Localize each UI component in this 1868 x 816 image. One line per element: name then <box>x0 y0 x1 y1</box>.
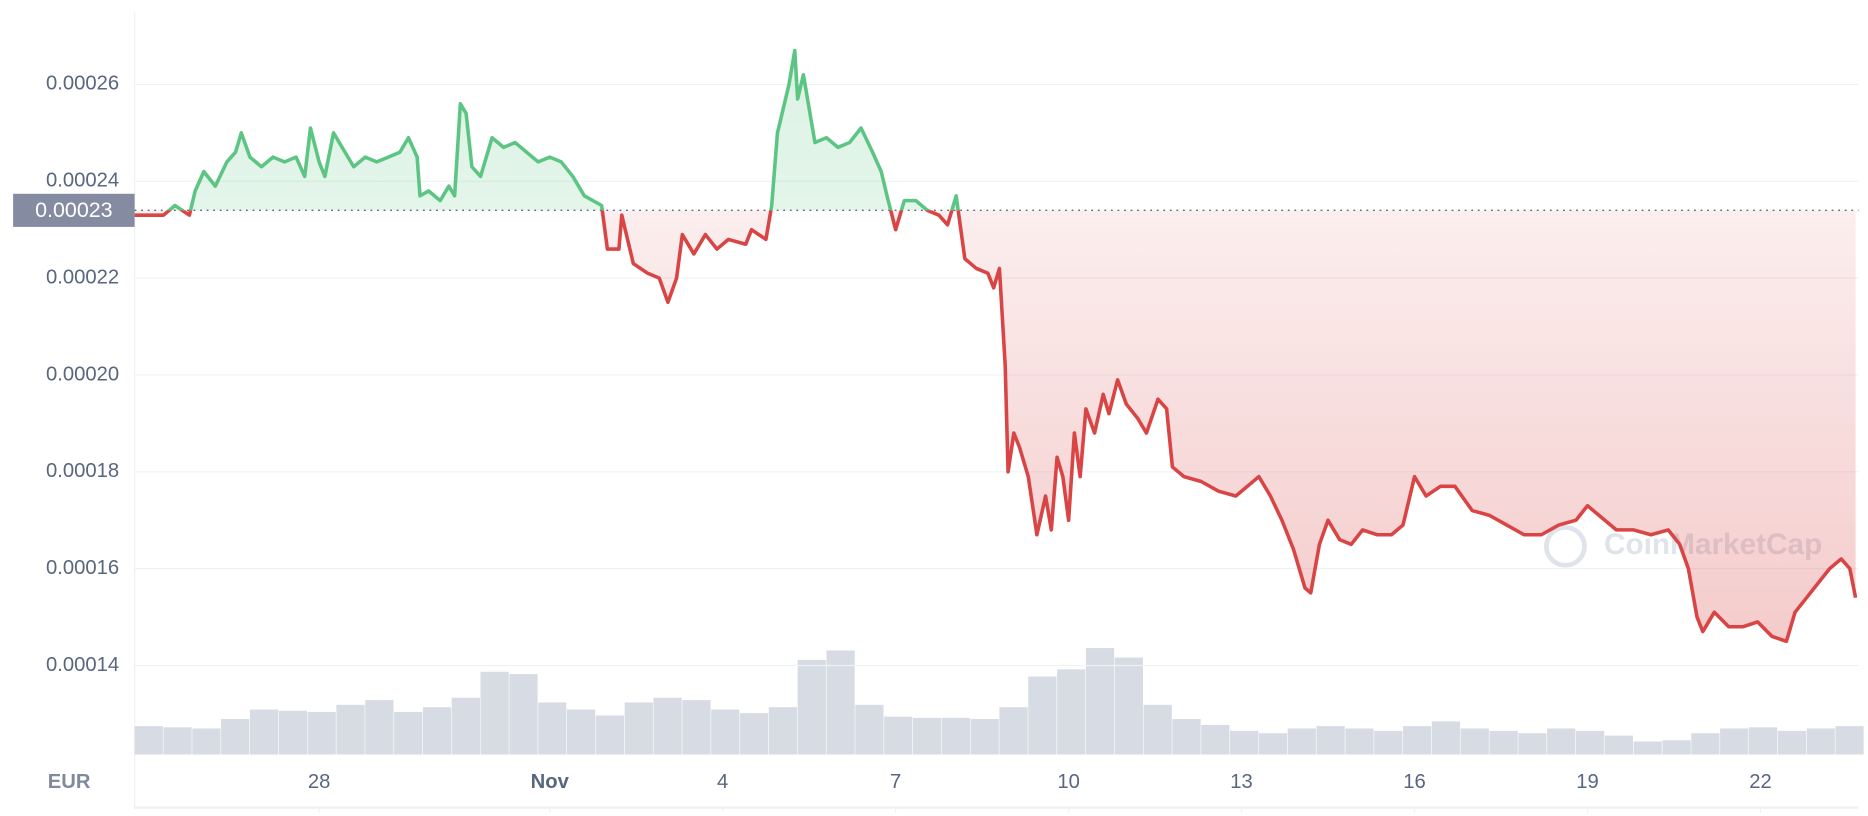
volume-bar <box>970 719 999 755</box>
volume-bar <box>1547 728 1576 755</box>
price-line-down <box>134 210 1858 644</box>
x-tick-label: 16 <box>1403 771 1426 793</box>
volume-bar <box>1460 728 1489 755</box>
volume-bar <box>1604 735 1634 755</box>
volume-bar <box>711 709 740 755</box>
volume-bar <box>538 702 567 755</box>
volume-bar <box>1518 733 1547 755</box>
volume-bar <box>192 728 221 755</box>
x-tick-label: 22 <box>1749 771 1772 793</box>
volume-bar <box>884 716 913 755</box>
price-area-up <box>169 50 959 211</box>
volume-bar <box>1633 741 1662 755</box>
volume-bar <box>1258 733 1288 755</box>
x-tick-label: 7 <box>890 771 901 793</box>
volume-bar <box>336 704 365 755</box>
x-tick-label: 4 <box>717 771 728 793</box>
volume-bar <box>624 702 653 755</box>
volume-bar <box>1720 728 1749 755</box>
y-tick-label: 0.00022 <box>46 266 119 288</box>
x-tick-label: Nov <box>531 771 570 793</box>
volume-bar <box>1057 669 1086 755</box>
volume-bar <box>1028 676 1057 755</box>
volume-bar <box>1777 730 1806 755</box>
volume-bar <box>1114 657 1143 755</box>
volume-bar <box>1403 726 1432 755</box>
x-tick-label: 19 <box>1576 771 1599 793</box>
volume-bar <box>480 671 509 755</box>
volume-bar <box>163 727 192 755</box>
volume-bar <box>1172 719 1201 755</box>
volume-bar <box>1143 704 1172 755</box>
volume-bar <box>1691 733 1720 755</box>
y-tick-label: 0.00020 <box>46 363 119 385</box>
volume-bar <box>221 719 250 755</box>
y-tick-label: 0.00026 <box>46 73 119 95</box>
price-area-down <box>134 210 1856 642</box>
volume-bar <box>567 709 596 755</box>
volume-bar <box>941 717 971 755</box>
volume-bar <box>1374 730 1403 755</box>
volume-bar <box>1316 726 1345 755</box>
y-tick-label: 0.00018 <box>46 460 119 482</box>
volume-bar <box>826 650 855 755</box>
volume-bar <box>1835 726 1864 755</box>
volume-bar <box>249 709 279 755</box>
y-tick-label: 0.00014 <box>46 654 119 676</box>
volume-bar <box>682 700 711 755</box>
y-tick-label: 0.00016 <box>46 557 119 579</box>
volume-bar <box>1230 730 1259 755</box>
x-tick-label: 28 <box>308 771 331 793</box>
volume-bar <box>653 697 682 755</box>
volume-bar <box>797 659 826 755</box>
price-line-up <box>166 48 960 211</box>
volume-bar <box>134 726 163 755</box>
volume-bar <box>1806 728 1835 755</box>
x-tick-label: 10 <box>1057 771 1080 793</box>
volume-bar <box>1748 727 1778 755</box>
volume-bar <box>1345 728 1374 755</box>
volume-bar <box>1575 730 1605 755</box>
volume-bar <box>365 700 394 755</box>
y-tick-label: 0.00024 <box>46 170 119 192</box>
currency-label: EUR <box>48 771 91 793</box>
reference-label: 0.00023 <box>35 198 113 222</box>
volume-bar <box>1085 648 1115 755</box>
volume-bar <box>1489 730 1518 755</box>
watermark-logo <box>1543 525 1587 568</box>
volume-bar <box>394 711 423 755</box>
volume-bar <box>912 717 942 755</box>
volume-bar <box>1287 728 1316 755</box>
volume-bar <box>855 704 884 755</box>
volume-bar <box>278 710 307 755</box>
volume-bar <box>307 711 336 755</box>
volume-bar <box>509 674 538 755</box>
volume-bar <box>1662 740 1691 755</box>
volume-bar <box>1201 724 1230 755</box>
volume-bar <box>739 713 769 755</box>
volume-bar <box>422 707 452 755</box>
x-tick-label: 13 <box>1230 771 1253 793</box>
volume-bar <box>1431 721 1461 755</box>
volume-bar <box>595 715 625 755</box>
volume-bar <box>999 707 1028 755</box>
volume-bar <box>451 697 480 755</box>
volume-bar <box>768 707 798 755</box>
reference-label-box <box>13 193 135 227</box>
